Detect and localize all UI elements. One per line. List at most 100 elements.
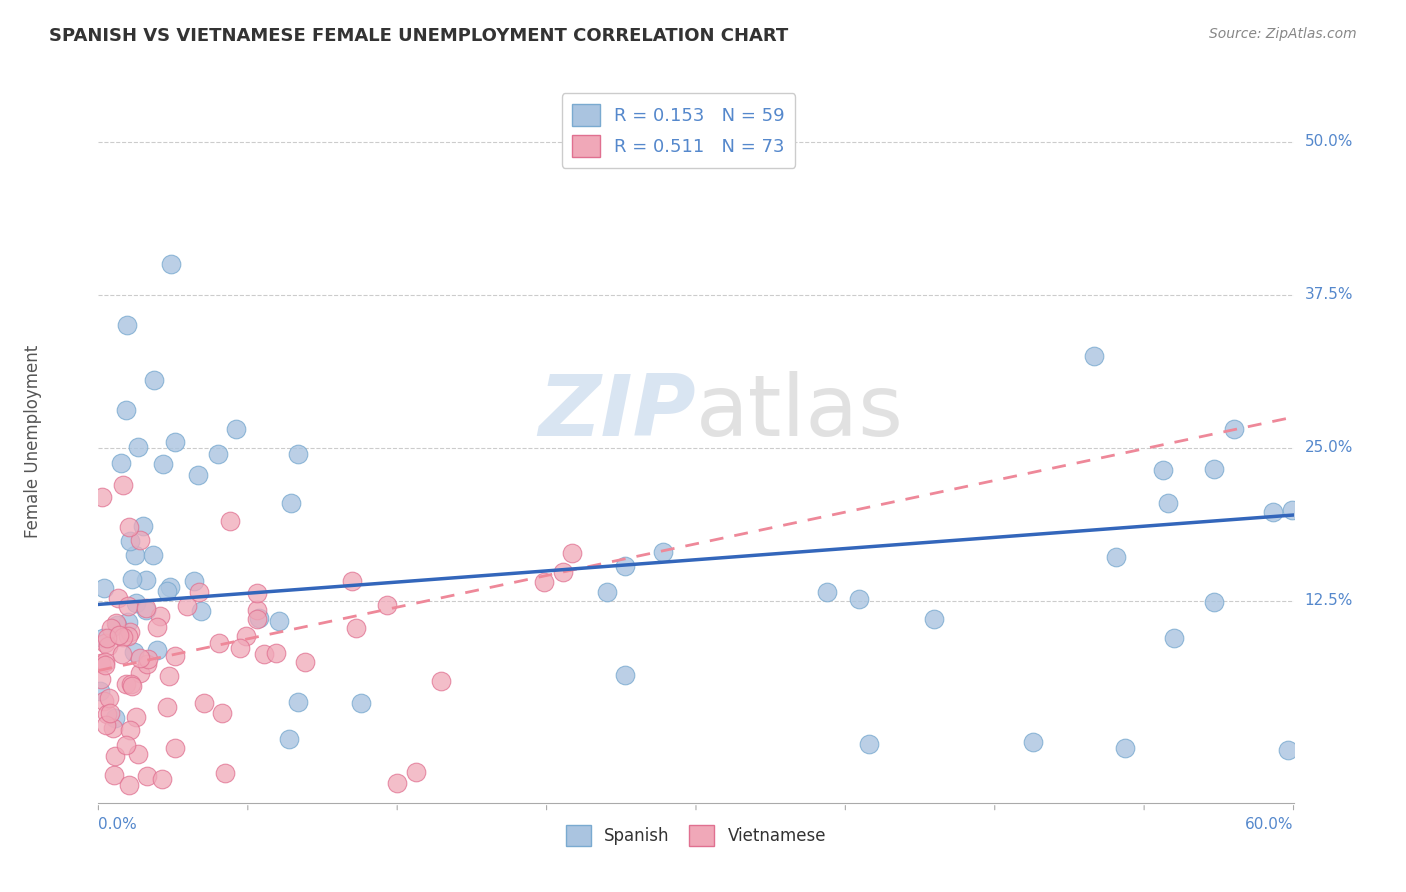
Text: 37.5%: 37.5% [1305, 287, 1353, 302]
Point [96, 718, 118, 732]
Point [159, 580, 181, 594]
Point [110, 456, 132, 470]
Point [287, 447, 309, 461]
Point [596, 585, 619, 599]
Point [340, 574, 363, 588]
Point [187, 584, 209, 599]
Point [120, 677, 142, 691]
Point [1261, 505, 1284, 519]
Point [135, 573, 157, 587]
Point [614, 558, 637, 573]
Point [111, 648, 134, 662]
Point [107, 591, 129, 605]
Text: 25.0%: 25.0% [1305, 440, 1353, 455]
Point [430, 674, 453, 689]
Point [89, 684, 111, 698]
Point [269, 614, 291, 628]
Point [163, 649, 186, 664]
Text: ZIP: ZIP [538, 371, 696, 454]
Point [114, 676, 136, 690]
Point [105, 617, 128, 632]
Point [815, 584, 838, 599]
Point [117, 318, 139, 333]
Point [136, 652, 159, 666]
Point [1114, 740, 1136, 755]
Text: Female Unemployment: Female Unemployment [24, 345, 42, 538]
Point [125, 710, 148, 724]
Point [235, 629, 257, 643]
Point [91, 632, 114, 646]
Point [193, 696, 215, 710]
Point [253, 647, 276, 661]
Point [246, 603, 269, 617]
Point [1157, 496, 1180, 510]
Point [111, 630, 134, 644]
Point [561, 546, 583, 560]
Point [208, 636, 231, 650]
Point [104, 749, 127, 764]
Text: Source: ZipAtlas.com: Source: ZipAtlas.com [1209, 27, 1357, 41]
Point [142, 373, 165, 387]
Point [93, 694, 115, 708]
Point [118, 723, 141, 737]
Point [117, 629, 139, 643]
Text: SPANISH VS VIETNAMESE FEMALE UNEMPLOYMENT CORRELATION CHART: SPANISH VS VIETNAMESE FEMALE UNEMPLOYMEN… [49, 27, 789, 45]
Point [1105, 549, 1128, 564]
Point [387, 776, 409, 790]
Point [124, 549, 146, 563]
Point [1152, 463, 1174, 477]
Point [858, 737, 880, 751]
Point [90, 656, 112, 670]
Text: 0.0%: 0.0% [98, 817, 138, 832]
Point [146, 643, 169, 657]
Point [120, 624, 142, 639]
Point [121, 679, 143, 693]
Point [214, 766, 236, 780]
Point [246, 611, 269, 625]
Point [149, 608, 172, 623]
Point [225, 422, 247, 436]
Point [118, 534, 141, 549]
Point [94, 658, 117, 673]
Point [135, 602, 157, 616]
Point [207, 447, 229, 461]
Point [249, 611, 271, 625]
Point [121, 572, 143, 586]
Point [1204, 595, 1226, 609]
Legend: Spanish, Vietnamese: Spanish, Vietnamese [560, 819, 832, 852]
Point [159, 257, 181, 271]
Point [93, 581, 115, 595]
Point [117, 599, 139, 613]
Point [1281, 503, 1303, 517]
Point [405, 765, 427, 780]
Point [96, 631, 118, 645]
Point [1022, 734, 1045, 748]
Point [375, 598, 398, 612]
Point [287, 695, 309, 709]
Point [613, 668, 636, 682]
Point [90, 490, 112, 504]
Point [142, 548, 165, 562]
Point [264, 646, 287, 660]
Point [101, 721, 124, 735]
Text: 12.5%: 12.5% [1305, 593, 1353, 608]
Point [219, 514, 242, 528]
Point [98, 691, 121, 706]
Point [165, 434, 187, 449]
Point [125, 597, 148, 611]
Point [146, 620, 169, 634]
Point [136, 657, 159, 672]
Point [152, 457, 174, 471]
Point [132, 518, 155, 533]
Point [350, 696, 373, 710]
Point [176, 599, 198, 614]
Point [1083, 349, 1105, 363]
Point [157, 669, 180, 683]
Point [128, 533, 150, 547]
Point [150, 772, 173, 786]
Point [1163, 631, 1185, 645]
Point [294, 655, 316, 669]
Point [108, 628, 131, 642]
Point [280, 496, 302, 510]
Point [924, 612, 946, 626]
